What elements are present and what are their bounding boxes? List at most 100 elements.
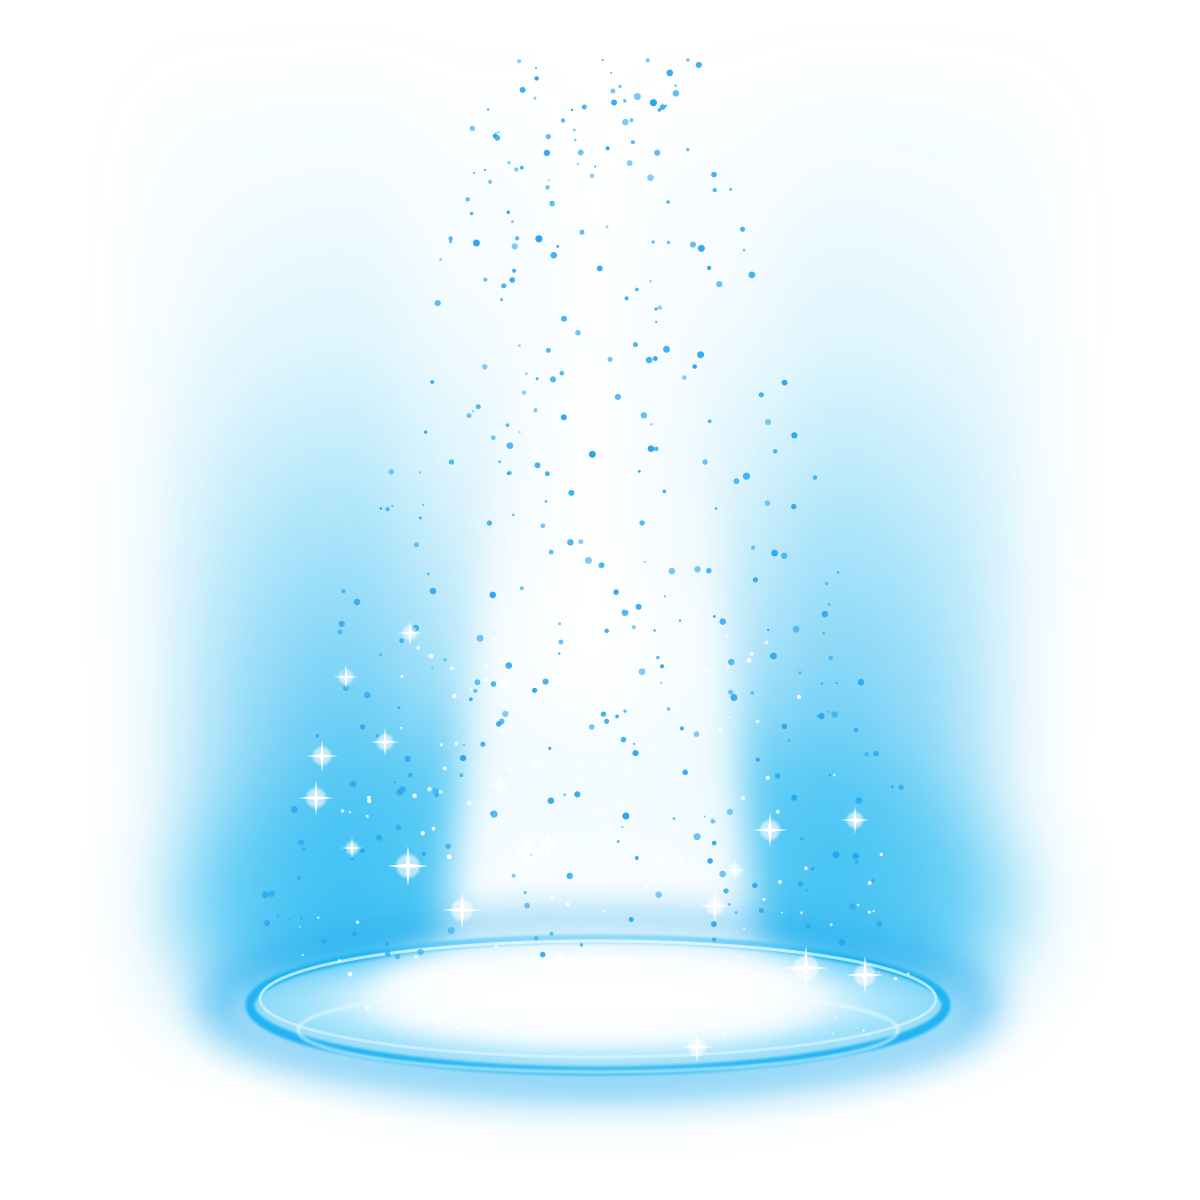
sparkle-icon — [298, 780, 334, 816]
particle-dot — [630, 140, 635, 145]
particle-dot — [656, 655, 660, 660]
white-speck — [498, 726, 503, 731]
particle-dot — [576, 163, 579, 166]
particle-dot — [543, 149, 551, 157]
particle-dot — [655, 320, 658, 324]
particle-dot — [519, 165, 524, 170]
particle-dot — [302, 847, 306, 851]
particle-dot — [831, 711, 838, 718]
particle-dot — [261, 891, 269, 899]
particle-dot — [298, 839, 305, 846]
white-speck — [610, 741, 615, 746]
white-speck — [428, 653, 434, 659]
white-speck — [713, 818, 715, 821]
particle-dot — [655, 891, 662, 898]
particle-dot — [360, 848, 365, 853]
white-speck — [493, 693, 497, 697]
white-speck — [484, 663, 488, 668]
particle-dot — [418, 516, 422, 520]
white-speck — [792, 968, 795, 972]
particle-dot — [511, 243, 518, 250]
particle-dot — [666, 707, 671, 711]
particle-dot — [533, 935, 539, 941]
particle-dot — [388, 469, 394, 475]
white-speck — [601, 760, 604, 763]
white-speck — [504, 867, 508, 872]
particle-dot — [663, 345, 670, 353]
particle-dot — [614, 393, 622, 400]
white-speck — [855, 818, 860, 823]
particle-dot — [341, 589, 346, 594]
particle-dot — [431, 667, 434, 670]
white-speck — [492, 637, 497, 641]
particle-dot — [496, 721, 502, 727]
particle-dot — [798, 671, 802, 675]
particle-dot — [805, 923, 811, 929]
particle-dot — [876, 920, 883, 927]
sparkle-icon — [723, 858, 747, 882]
particle-dot — [864, 752, 869, 757]
particle-dot — [640, 412, 648, 419]
particle-dot — [672, 817, 676, 820]
white-speck — [340, 809, 345, 813]
white-speck — [718, 727, 723, 732]
particle-dot — [549, 200, 555, 207]
particle-dot — [635, 603, 642, 610]
particle-dot — [473, 688, 478, 693]
particle-dot — [547, 797, 555, 804]
sparkle-icon — [333, 664, 359, 690]
particle-dot — [426, 572, 430, 576]
particle-dot — [558, 652, 561, 655]
particle-dot — [399, 638, 404, 643]
white-speck — [777, 880, 783, 885]
particle-dot — [836, 571, 840, 574]
particle-dot — [624, 296, 629, 301]
particle-dot — [633, 742, 636, 746]
white-speck — [338, 959, 342, 963]
particle-dot — [758, 392, 764, 398]
white-speck — [577, 761, 580, 764]
particle-dot — [534, 462, 541, 469]
particle-dot — [568, 489, 575, 496]
white-speck — [796, 694, 802, 700]
particle-dot — [818, 712, 825, 720]
particle-dot — [632, 750, 639, 757]
particle-dot — [634, 287, 639, 292]
particle-dot — [707, 858, 713, 864]
particle-dot — [475, 404, 481, 410]
particle-dot — [852, 852, 859, 860]
particle-dot — [448, 459, 455, 465]
white-speck — [723, 1032, 727, 1036]
particle-dot — [693, 731, 700, 738]
particle-dot — [469, 211, 474, 216]
particle-dot — [483, 277, 488, 282]
white-speck — [463, 647, 466, 649]
white-speck — [367, 796, 371, 800]
particle-dot — [821, 610, 829, 618]
particle-dot — [657, 108, 662, 112]
particle-field — [261, 58, 904, 960]
particle-dot — [500, 298, 504, 302]
white-speck — [554, 954, 556, 957]
particle-dot — [359, 724, 366, 730]
particle-dot — [703, 815, 706, 818]
particle-dot — [474, 679, 481, 686]
particle-dot — [349, 780, 357, 788]
sparkle-icon — [588, 690, 608, 710]
white-speck — [783, 949, 785, 952]
particle-dot — [748, 271, 756, 279]
white-speck — [412, 793, 417, 798]
particle-dot — [376, 834, 383, 841]
white-speck — [365, 1005, 370, 1011]
particle-dot — [645, 58, 650, 63]
particle-dot — [379, 507, 383, 510]
particle-dot — [539, 951, 546, 958]
particle-dot — [654, 307, 658, 311]
particle-dot — [561, 315, 567, 322]
white-speck — [365, 814, 369, 818]
particle-dot — [579, 229, 585, 235]
white-speck — [400, 675, 404, 678]
particle-dot — [353, 598, 361, 606]
white-speck — [452, 693, 457, 699]
particle-dot — [509, 277, 516, 283]
